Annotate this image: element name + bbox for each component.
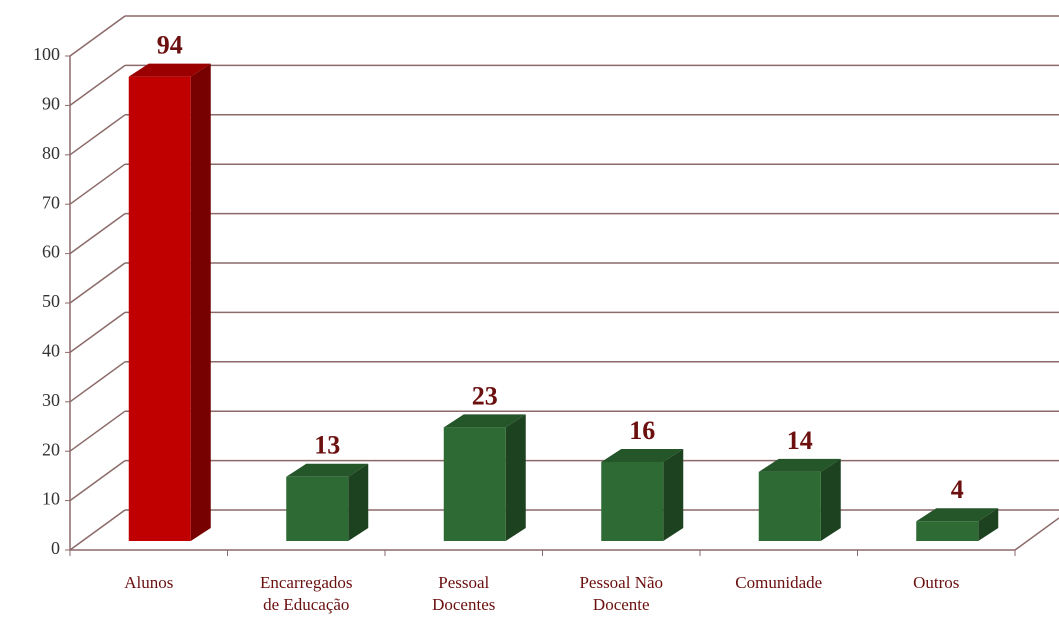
bar-side [348, 463, 369, 541]
bar [601, 461, 664, 541]
x-tick-label: Pessoal Não Docente [579, 573, 664, 614]
y-tick-label: 0 [51, 538, 60, 558]
y-tick-label: 60 [42, 242, 60, 262]
grid-line [69, 212, 126, 255]
bar-top [758, 458, 841, 472]
bar [916, 521, 979, 541]
bar-top [128, 63, 211, 77]
value-label: 94 [157, 31, 183, 60]
grid-line [69, 410, 126, 452]
y-tick-label: 50 [42, 291, 60, 311]
y-tick-label: 40 [42, 341, 60, 361]
value-label: 16 [629, 416, 655, 445]
bar-side [190, 63, 211, 541]
value-label: 23 [472, 381, 498, 410]
value-label: 14 [787, 426, 813, 455]
y-tick-label: 100 [33, 44, 60, 64]
floor-edge [1014, 517, 1059, 551]
bar [443, 427, 506, 541]
grid-line [69, 509, 126, 551]
grid-line [69, 64, 126, 107]
x-tick-label: Comunidade [735, 573, 823, 592]
bar-top [286, 463, 369, 477]
grid-line [69, 459, 126, 502]
y-tick-label: 70 [42, 192, 60, 212]
y-tick-label: 80 [42, 143, 60, 163]
grid-line [69, 163, 126, 205]
bar-side [505, 414, 526, 541]
bar [286, 476, 349, 541]
x-tick-label: Pessoal Docentes [432, 573, 496, 614]
y-tick-label: 30 [42, 390, 60, 410]
bar [758, 471, 821, 541]
x-tick-label: Outros [913, 573, 960, 592]
value-label: 4 [951, 475, 964, 504]
bar-side [663, 448, 684, 541]
bar-side [820, 458, 841, 541]
x-tick-label: Encarregados de Educação [259, 573, 353, 614]
y-tick-label: 20 [42, 439, 60, 459]
grid-line [69, 311, 126, 354]
y-tick-label: 10 [42, 489, 60, 509]
bar-side [978, 508, 999, 541]
x-tick-label: Alunos [124, 573, 174, 592]
value-label: 13 [314, 431, 340, 460]
grid-line [69, 361, 126, 403]
bar-top [601, 448, 684, 462]
grid-line [69, 262, 126, 304]
bar [128, 76, 191, 541]
grid-line [69, 114, 126, 156]
grid-line [69, 15, 126, 57]
bar-top [916, 508, 999, 522]
y-tick-label: 90 [42, 94, 60, 114]
bar-top [443, 414, 526, 428]
